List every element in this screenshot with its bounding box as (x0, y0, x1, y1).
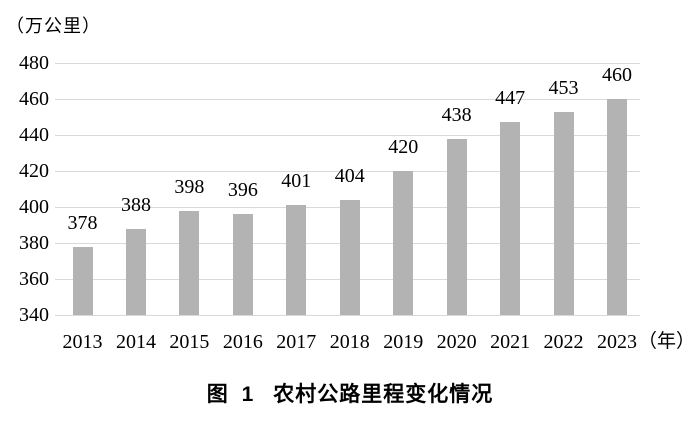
bar-value-label-2022: 453 (548, 76, 579, 99)
x-axis-unit-label: （年） (638, 331, 696, 352)
bar-2022 (553, 111, 574, 315)
bar-2017 (286, 205, 307, 315)
bar-2016 (232, 214, 253, 315)
x-tick-label-2013: 2013 (62, 331, 103, 353)
figure-caption: 图 1 农村公路里程变化情况 (0, 378, 700, 408)
bar-2023 (607, 99, 627, 315)
figure-title: 农村公路里程变化情况 (273, 383, 494, 406)
x-tick-label-2018: 2018 (329, 331, 370, 353)
bar-2015 (179, 210, 200, 315)
x-tick-label-2023: 2023 (597, 331, 637, 353)
x-tick-label-2022: 2022 (543, 331, 584, 353)
bar-2020 (446, 138, 467, 315)
y-tick-label-480: 480 (19, 52, 49, 74)
bar-value-label-2019: 420 (388, 136, 419, 158)
bar-value-label-2015: 398 (174, 175, 205, 198)
bar-2013 (72, 246, 93, 315)
bar-2021 (500, 122, 521, 315)
x-tick-label-2014: 2014 (115, 331, 156, 353)
x-tick-label-2016: 2016 (222, 331, 263, 353)
gridline-420 (55, 171, 640, 172)
gridline-480 (55, 63, 640, 64)
y-tick-label-460: 460 (19, 88, 49, 110)
bar-value-label-2020: 438 (441, 103, 472, 126)
y-tick-label-440: 440 (19, 124, 49, 146)
bar-value-label-2016: 396 (227, 179, 258, 202)
gridline-440 (55, 135, 640, 136)
bar-2019 (393, 171, 414, 315)
y-tick-label-380: 380 (19, 232, 49, 254)
bar-value-label-2018: 404 (334, 164, 365, 187)
bar-2018 (339, 199, 360, 315)
y-axis-unit-label: （万公里） (6, 16, 101, 36)
bar-value-label-2014: 388 (120, 193, 151, 216)
y-tick-label-340: 340 (19, 304, 49, 326)
y-tick-label-420: 420 (19, 160, 49, 182)
gridline-460 (55, 99, 640, 100)
gridline-340 (55, 315, 640, 316)
x-tick-label-2020: 2020 (436, 331, 477, 353)
bar-2014 (125, 228, 146, 315)
figure-number: 图 1 (206, 383, 258, 406)
y-tick-label-360: 360 (19, 268, 49, 290)
x-tick-label-2015: 2015 (169, 331, 210, 353)
bar-value-label-2017: 401 (281, 170, 312, 193)
x-tick-label-2019: 2019 (383, 331, 424, 353)
x-tick-label-2021: 2021 (490, 331, 531, 353)
x-tick-label-2017: 2017 (276, 331, 317, 353)
y-tick-label-400: 400 (19, 196, 49, 218)
bar-value-label-2023: 460 (602, 64, 632, 86)
bar-value-label-2021: 447 (495, 87, 526, 110)
bar-value-label-2013: 378 (67, 211, 98, 234)
